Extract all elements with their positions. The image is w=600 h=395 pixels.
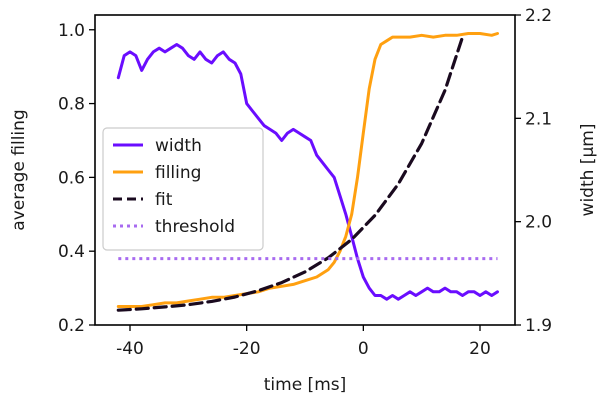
y-left-tick-label: 0.8 [58,95,85,115]
legend-label-filling: filling [155,163,201,183]
y-right-tick-label: 2.2 [525,6,552,26]
y-right-tick-label: 2.1 [525,109,552,129]
x-tick-label: 0 [358,339,369,359]
y-right-tick-label: 2.0 [525,213,552,233]
legend-label-width: width [155,136,202,156]
y-left-tick-label: 1.0 [58,21,85,41]
legend-box [102,127,264,251]
legend-label-fit: fit [155,190,173,210]
legend-label-threshold: threshold [155,217,235,237]
x-tick-label: 20 [469,339,491,359]
y-left-axis-label: average filling [9,109,29,230]
x-axis-label: time [ms] [264,375,347,395]
x-tick-label: -40 [116,339,144,359]
series-line-width [116,43,499,301]
legend: width filling fit threshold [102,127,264,251]
plot-area [116,32,499,312]
y-right-tick-label: 1.9 [525,316,552,336]
axes: -40 -20 0 20 0.2 0.4 0.6 0.8 1.0 1.9 2.0 2.1 2.2 time… [9,6,598,395]
y-right-axis-label: width [µm] [578,124,598,217]
series-line-filling [116,32,499,308]
y-left-tick-label: 0.6 [58,168,85,188]
series-line-fit [116,35,465,312]
x-tick-label: -20 [233,339,261,359]
y-left-tick-label: 0.4 [58,242,85,262]
plot-frame [94,14,516,326]
y-left-tick-label: 0.2 [58,316,85,336]
